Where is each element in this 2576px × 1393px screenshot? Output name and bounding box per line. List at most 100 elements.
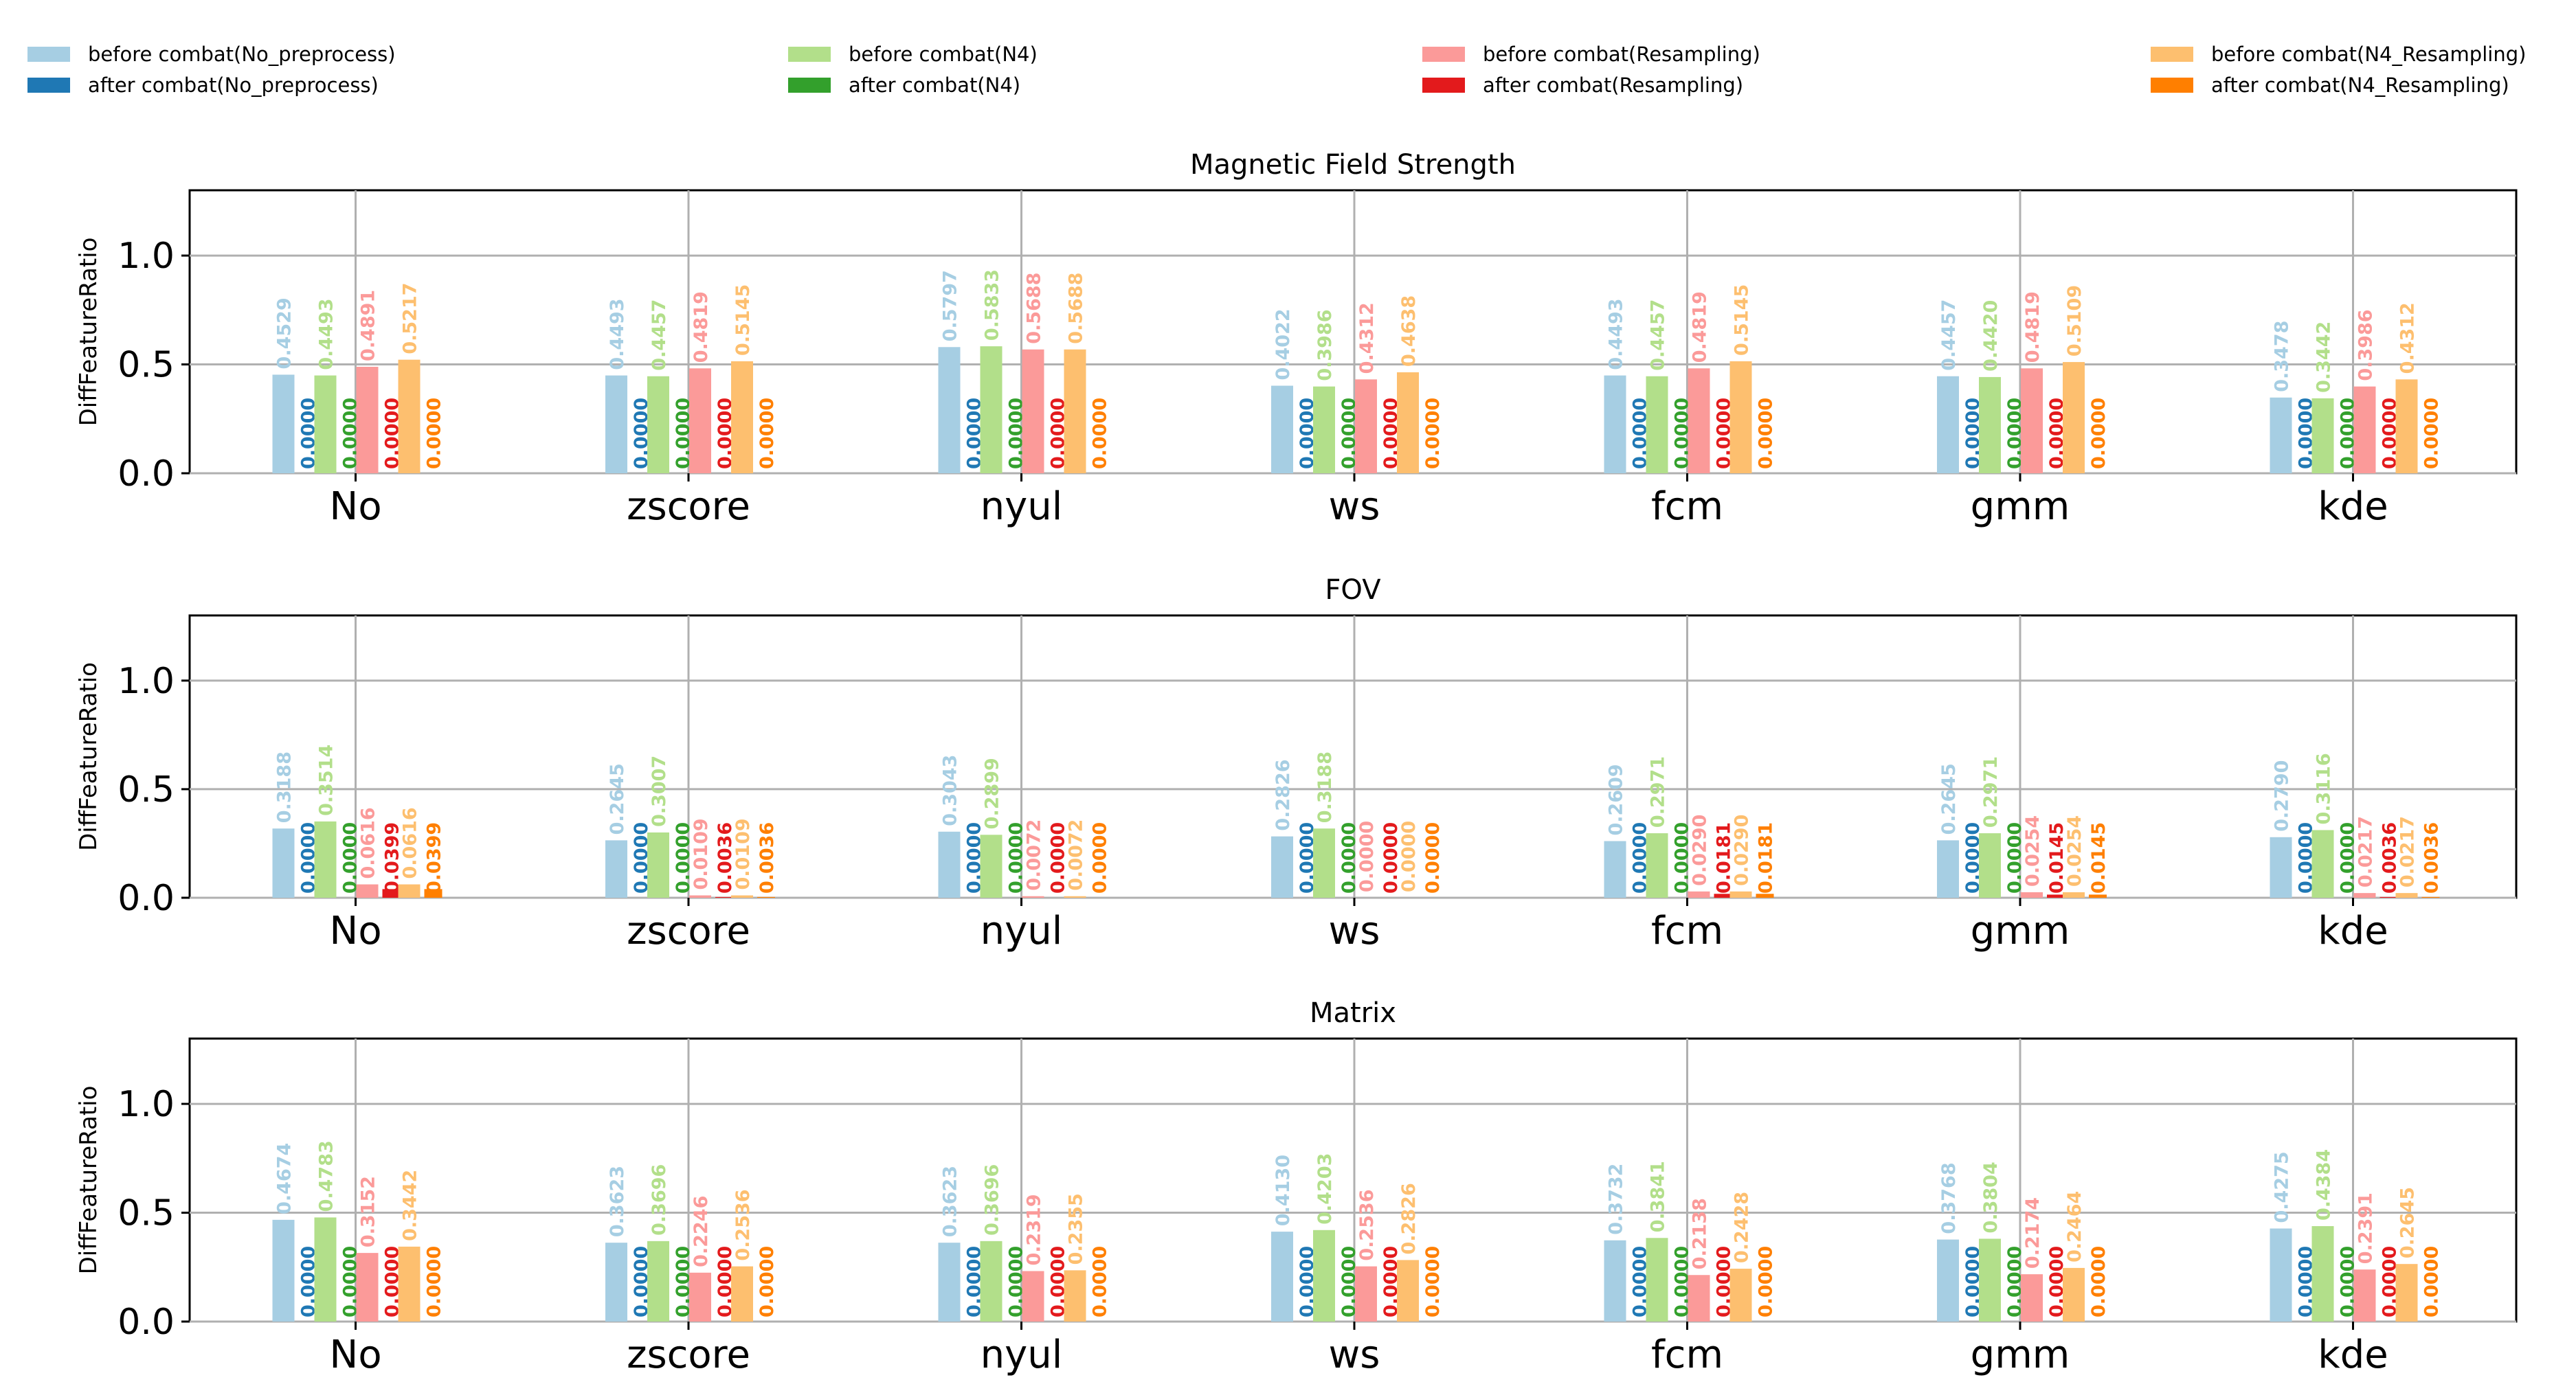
panel-matrix-title: Matrix — [1310, 997, 1396, 1029]
data-label: 0.0000 — [2088, 1246, 2109, 1317]
data-label: 0.0145 — [2088, 822, 2109, 894]
bar-before-combat-n4-resampling-ws — [1397, 1260, 1419, 1322]
y-tick-label: 0.5 — [117, 345, 175, 386]
data-label: 0.0254 — [2064, 815, 2085, 887]
data-label: 0.3152 — [358, 1176, 379, 1247]
bar-before-combat-n4-zscore — [647, 1241, 669, 1322]
bar-before-combat-no-preprocess-fcm — [1604, 1240, 1626, 1322]
data-label: 0.2971 — [1980, 756, 2002, 828]
data-label: 0.3768 — [1938, 1162, 1960, 1234]
y-tick-label: 0.0 — [117, 878, 175, 919]
bar-before-combat-n4-gmm — [1979, 376, 2001, 473]
legend-item-after-no-preprocess: after combat(No_preprocess) — [27, 71, 379, 99]
data-label: 0.0290 — [1732, 815, 1753, 886]
bar-before-combat-no-preprocess-fcm — [1604, 375, 1626, 473]
bar-before-combat-n4-gmm — [1979, 1238, 2001, 1322]
data-label: 0.3986 — [1314, 309, 1336, 381]
data-label: 0.0181 — [1756, 822, 1777, 894]
bar-before-combat-n4-resampling-zscore — [731, 1266, 753, 1322]
data-label: 0.3696 — [649, 1164, 670, 1236]
data-label: 0.0000 — [673, 822, 694, 894]
legend-item-before-no-preprocess: before combat(No_preprocess) — [27, 41, 396, 68]
bar-after-combat-n4-resampling-kde — [2421, 896, 2440, 898]
data-label: 0.4493 — [1606, 298, 1627, 370]
data-label: 0.0000 — [1090, 822, 1111, 894]
x-tick-label-fcm: fcm — [1651, 909, 1723, 953]
bar-before-combat-n4-kde — [2311, 830, 2334, 898]
bar-before-combat-n4-fcm — [1646, 376, 1668, 473]
bar-before-combat-n4-fcm — [1646, 833, 1668, 898]
legend-label: after combat(N4_Resampling) — [2211, 73, 2509, 97]
x-tick-label-ws: ws — [1329, 1333, 1380, 1377]
data-label: 0.3188 — [1314, 751, 1336, 823]
bar-before-combat-no-preprocess-gmm — [1937, 1239, 1959, 1322]
bar-before-combat-resampling-kde — [2353, 893, 2376, 898]
data-label: 0.0036 — [2421, 822, 2443, 894]
bar-before-combat-no-preprocess-nyul — [938, 1243, 961, 1322]
data-label: 0.0616 — [400, 807, 421, 879]
data-label: 0.0000 — [1380, 822, 1402, 894]
legend-label: after combat(No_preprocess) — [88, 73, 379, 97]
data-label: 0.2971 — [1648, 756, 1669, 828]
bar-before-combat-n4-resampling-kde — [2395, 379, 2418, 473]
bar-before-combat-n4-resampling-nyul — [1064, 349, 1086, 473]
data-label: 0.4493 — [607, 298, 628, 370]
data-label: 0.0072 — [1066, 819, 1087, 891]
legend-label: before combat(Resampling) — [1483, 43, 1760, 66]
data-label: 0.2899 — [982, 758, 1003, 829]
panel-fov-y-axis-label: DiffFeatureRatio — [75, 662, 102, 851]
legend: before combat(No_preprocess) after comba… — [0, 0, 2576, 117]
bar-before-combat-n4-resampling-gmm — [2063, 892, 2085, 898]
x-tick-label-ws: ws — [1329, 909, 1380, 953]
y-tick-label: 1.0 — [117, 236, 175, 277]
legend-label: before combat(N4_Resampling) — [2211, 43, 2527, 66]
data-label: 0.0399 — [382, 822, 403, 894]
data-label: 0.0217 — [2355, 816, 2377, 887]
data-label: 0.2138 — [1690, 1198, 1711, 1269]
bar-after-combat-n4-resampling-no — [424, 889, 443, 898]
data-label: 0.2609 — [1606, 764, 1627, 835]
data-label: 0.2826 — [1273, 759, 1294, 830]
data-label: 0.0000 — [2421, 1246, 2443, 1317]
data-label: 0.4891 — [358, 290, 379, 361]
data-label: 0.3188 — [274, 751, 295, 823]
bar-before-combat-no-preprocess-no — [272, 1219, 295, 1322]
data-label: 0.4529 — [274, 297, 295, 369]
legend-label: before combat(No_preprocess) — [88, 43, 396, 66]
bar-before-combat-n4-resampling-kde — [2395, 1264, 2418, 1322]
data-label: 0.3478 — [2272, 321, 2293, 392]
data-label: 0.0109 — [691, 818, 712, 890]
bar-before-combat-resampling-zscore — [689, 368, 711, 473]
panel-matrix-y-axis-label: DiffFeatureRatio — [75, 1086, 102, 1275]
x-tick-label-zscore: zscore — [627, 909, 750, 953]
legend-swatch — [788, 78, 831, 93]
data-label: 0.0616 — [358, 807, 379, 879]
data-label: 0.2355 — [1066, 1193, 1087, 1265]
bar-before-combat-n4-kde — [2311, 1226, 2334, 1322]
legend-item-after-n4: after combat(N4) — [788, 71, 1020, 99]
data-label: 0.0000 — [1339, 822, 1360, 894]
data-label: 0.0036 — [2379, 822, 2401, 894]
bar-before-combat-resampling-no — [356, 1253, 379, 1322]
bar-before-combat-no-preprocess-nyul — [938, 831, 961, 898]
bar-before-combat-resampling-kde — [2353, 386, 2376, 473]
y-tick-label: 0.0 — [117, 453, 175, 495]
legend-swatch — [27, 47, 70, 62]
data-label: 0.3116 — [2314, 753, 2335, 824]
bar-before-combat-n4-ws — [1313, 828, 1335, 898]
data-label: 0.0000 — [2088, 398, 2109, 469]
bar-before-combat-resampling-gmm — [2021, 1274, 2043, 1322]
bar-before-combat-no-preprocess-kde — [2270, 837, 2292, 898]
data-label: 0.4312 — [1356, 302, 1378, 374]
bar-before-combat-no-preprocess-ws — [1271, 385, 1293, 473]
data-label: 0.5145 — [1732, 284, 1753, 356]
data-label: 0.0000 — [1672, 822, 1693, 894]
bar-before-combat-n4-fcm — [1646, 1238, 1668, 1322]
x-tick-label-no: No — [329, 1333, 381, 1377]
bar-before-combat-n4-resampling-gmm — [2063, 362, 2085, 473]
data-label: 0.3841 — [1648, 1161, 1669, 1232]
data-label: 0.4275 — [2272, 1151, 2293, 1223]
data-label: 0.2826 — [1398, 1183, 1420, 1254]
data-label: 0.0000 — [2004, 822, 2026, 894]
bar-after-combat-resampling-kde — [2379, 896, 2398, 898]
